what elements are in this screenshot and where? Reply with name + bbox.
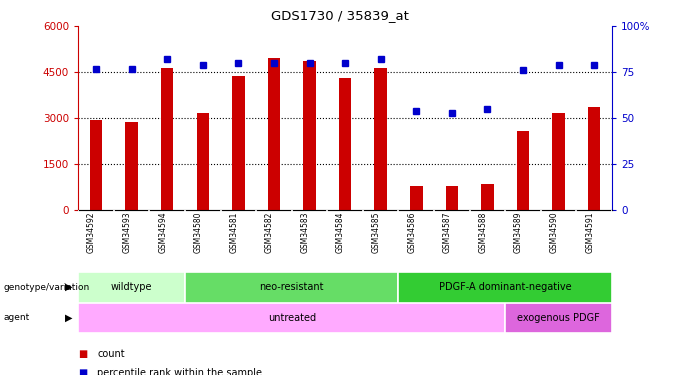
Text: GSM34582: GSM34582 <box>265 212 274 253</box>
Text: GSM34594: GSM34594 <box>158 212 167 254</box>
Bar <box>552 112 565 210</box>
Bar <box>481 184 494 210</box>
Bar <box>161 68 173 210</box>
Text: GSM34591: GSM34591 <box>585 212 594 254</box>
Bar <box>78 303 505 333</box>
Text: genotype/variation: genotype/variation <box>3 283 90 292</box>
Bar <box>78 272 185 303</box>
Text: GSM34584: GSM34584 <box>336 212 345 254</box>
Bar <box>303 60 316 210</box>
Text: GSM34586: GSM34586 <box>407 212 416 254</box>
Text: GSM34580: GSM34580 <box>194 212 203 254</box>
Bar <box>232 76 245 210</box>
Text: GSM34593: GSM34593 <box>122 212 132 254</box>
Text: exogenous PDGF: exogenous PDGF <box>517 313 600 323</box>
Bar <box>197 112 209 210</box>
Bar <box>445 186 458 210</box>
Text: percentile rank within the sample: percentile rank within the sample <box>97 368 262 375</box>
Text: GSM34583: GSM34583 <box>301 212 309 254</box>
Text: count: count <box>97 349 125 359</box>
Text: untreated: untreated <box>268 313 316 323</box>
Text: ■: ■ <box>78 349 88 359</box>
Bar <box>339 78 352 210</box>
Text: neo-resistant: neo-resistant <box>260 282 324 292</box>
Text: GSM34581: GSM34581 <box>229 212 238 253</box>
Text: GSM34592: GSM34592 <box>87 212 96 254</box>
Text: wildtype: wildtype <box>111 282 152 292</box>
Text: agent: agent <box>3 314 30 322</box>
Bar <box>185 272 398 303</box>
Bar <box>517 131 529 210</box>
Text: GSM34590: GSM34590 <box>549 212 559 254</box>
Bar <box>268 58 280 210</box>
Bar <box>505 303 612 333</box>
Bar <box>398 272 612 303</box>
Bar <box>410 186 422 210</box>
Text: GSM34585: GSM34585 <box>372 212 381 254</box>
Bar <box>588 107 600 210</box>
Text: PDGF-A dominant-negative: PDGF-A dominant-negative <box>439 282 572 292</box>
Text: ■: ■ <box>78 368 88 375</box>
Text: GSM34588: GSM34588 <box>479 212 488 253</box>
Bar <box>90 120 102 210</box>
Bar <box>125 122 138 210</box>
Bar <box>375 68 387 210</box>
Text: GSM34589: GSM34589 <box>514 212 523 254</box>
Text: ▶: ▶ <box>65 282 73 292</box>
Text: GSM34587: GSM34587 <box>443 212 452 254</box>
Text: ▶: ▶ <box>65 313 73 323</box>
Text: GDS1730 / 35839_at: GDS1730 / 35839_at <box>271 9 409 22</box>
